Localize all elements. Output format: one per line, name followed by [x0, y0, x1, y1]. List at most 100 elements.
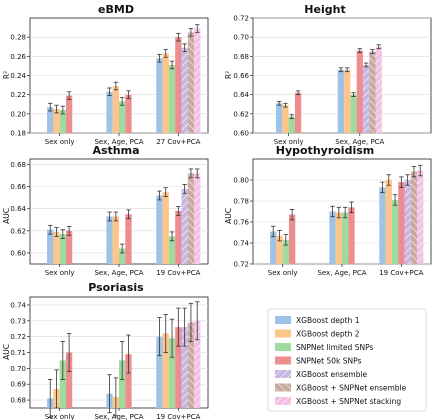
panel-hypothyroidism: Hypothyroidism AUC 0.720.740.760.780.80 …: [224, 144, 432, 277]
x-ticks: Sex only Sex, Age, PCA 19 Cov+PCA: [268, 264, 424, 277]
bar: [175, 210, 182, 264]
bars: [47, 24, 201, 134]
legend-frame: [267, 308, 427, 412]
bar: [398, 182, 405, 264]
y-tick-label: 0.70: [233, 34, 249, 42]
bars: [47, 168, 201, 264]
x-tick-label: Sex only: [45, 138, 75, 146]
y-tick-label: 0.72: [10, 333, 26, 341]
y-tick-label: 0.80: [233, 177, 249, 185]
bar: [288, 116, 295, 133]
y-tick-label: 0.69: [10, 381, 26, 389]
x-tick-label: Sex, Age, PCA: [94, 138, 143, 146]
bar: [335, 212, 342, 264]
bars: [47, 301, 201, 418]
bar: [53, 231, 60, 264]
y-tick-label: 0.62: [10, 227, 26, 235]
y-ticks: 0.72 0.74 0.76 0.78 0.80: [233, 177, 253, 269]
y-tick-label: 0.26: [10, 53, 26, 61]
bar-hatch: [194, 320, 201, 408]
x-tick-label: Sex, Age, PCA: [317, 269, 366, 277]
bar: [47, 229, 54, 264]
bar: [344, 69, 351, 133]
bar-hatch: [417, 170, 424, 264]
y-ticks: 0.68 0.69 0.70 0.71 0.72 0.73 0.74: [10, 301, 30, 405]
y-ticks: 0.18 0.20 0.22 0.24 0.26 0.28: [10, 34, 30, 138]
y-tick-label: 0.76: [233, 219, 249, 227]
legend-label: XGBoost depth 2: [296, 330, 360, 339]
bar: [125, 94, 132, 133]
x-tick-label: Sex only: [45, 413, 75, 420]
x-tick-label: 19 Cov+PCA: [156, 413, 200, 420]
y-axis-label: R²: [224, 71, 233, 79]
bar: [59, 360, 66, 408]
legend-swatch: [275, 329, 291, 338]
bar: [282, 105, 289, 133]
legend-swatch: [275, 343, 291, 351]
legend-swatch-hatch: [275, 383, 291, 392]
bar-hatch: [194, 173, 201, 264]
y-tick-label: 0.78: [233, 198, 249, 206]
bar: [329, 211, 336, 264]
x-tick-label: Sex, Age, PCA: [335, 138, 384, 146]
bar-hatch: [187, 173, 195, 264]
legend-label: XGBoost depth 1: [296, 316, 360, 325]
bar: [119, 248, 126, 264]
bar: [385, 180, 392, 264]
bar-hatch: [410, 171, 418, 264]
bar: [175, 327, 182, 408]
bar: [112, 216, 119, 264]
y-tick-label: 0.72: [233, 261, 249, 269]
x-tick-label: Sex only: [268, 269, 298, 277]
x-tick-label: Sex, Age, PCA: [94, 413, 143, 420]
bar-hatch: [187, 322, 195, 408]
y-tick-label: 0.18: [10, 130, 26, 138]
panel-title: Psoriasis: [88, 281, 144, 294]
bar-hatch: [194, 28, 201, 134]
y-tick-label: 0.60: [233, 130, 249, 138]
panel-title: eBMD: [98, 3, 134, 16]
legend-label: XGBoost + SNPNet ensemble: [296, 384, 407, 393]
y-tick-label: 0.71: [10, 349, 26, 357]
bar: [162, 333, 169, 408]
y-axis-label: AUC: [2, 208, 11, 224]
bar: [168, 64, 176, 133]
x-tick-label: 27 Cov+PCA: [156, 138, 200, 146]
y-tick-label: 0.70: [10, 365, 26, 373]
bar: [282, 239, 289, 264]
panel-asthma: Asthma AUC 0.60 0.62 0.64 0.66 0.68 Sex only…: [2, 144, 209, 277]
x-ticks: Sex only Sex, Age, PCA 19 Cov+PCA: [45, 408, 201, 420]
bar: [391, 199, 399, 264]
bars: [276, 44, 382, 134]
bar: [348, 207, 355, 264]
legend-label: SNPNet limited SNPs: [296, 343, 373, 352]
legend-swatch: [275, 316, 291, 324]
bar: [162, 192, 169, 264]
legend: XGBoost depth 1 XGBoost depth 2 SNPNet lim…: [267, 308, 427, 412]
panel-title: Asthma: [92, 144, 139, 157]
bar: [342, 212, 349, 264]
bar: [276, 235, 283, 264]
bar-hatch: [187, 32, 195, 133]
x-ticks: Sex only Sex, Age, PCA: [274, 133, 385, 146]
panel-ebmd: eBMD R² 0.18 0.20 0.22 0.24 0.26 0.28 Sex onl…: [2, 3, 209, 146]
bar: [125, 354, 132, 408]
y-tick-label: 0.74: [233, 240, 249, 248]
x-tick-label: 19 Cov+PCA: [379, 269, 423, 277]
bar: [288, 214, 296, 264]
y-tick-label: 0.72: [233, 15, 249, 23]
y-tick-label: 0.74: [10, 301, 26, 309]
x-tick-label: 19 Cov+PCA: [156, 269, 200, 277]
panel-title: Height: [304, 3, 345, 16]
x-ticks: Sex only Sex, Age, PCA 19 Cov+PCA: [45, 264, 201, 277]
bar: [119, 360, 126, 408]
bar: [59, 234, 66, 264]
y-tick-label: 0.68: [10, 161, 26, 169]
bar: [168, 236, 176, 264]
legend-label: SNPNet 50k SNPs: [296, 357, 361, 366]
bar-hatch: [404, 180, 411, 264]
bar: [59, 110, 66, 133]
legend-swatch-hatch: [275, 397, 291, 405]
y-tick-label: 0.64: [10, 205, 26, 213]
